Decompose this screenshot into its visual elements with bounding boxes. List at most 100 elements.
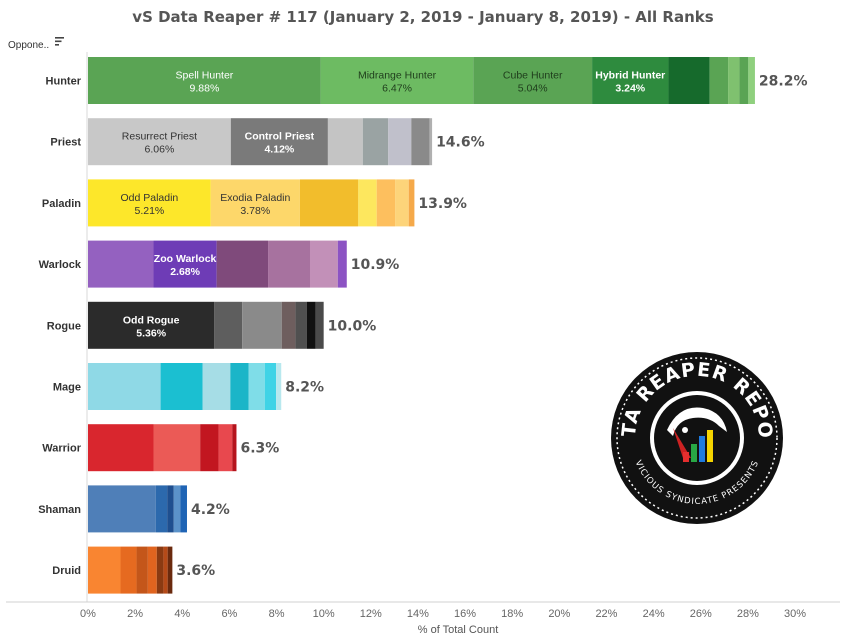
bar-segment-mage-5[interactable] bbox=[248, 363, 265, 410]
bar-segment-druid-7[interactable] bbox=[167, 546, 173, 594]
bar-segment-priest-1[interactable] bbox=[88, 118, 231, 166]
bar-segment-paladin-7[interactable] bbox=[408, 179, 415, 227]
bar-segment-paladin-1[interactable] bbox=[88, 179, 211, 227]
x-tick-label-11: 22% bbox=[595, 608, 617, 620]
bar-segment-shaman-1[interactable] bbox=[88, 485, 156, 533]
bar-row-warrior[interactable]: Warrior 6.3% bbox=[42, 424, 279, 472]
bar-segment-druid-6[interactable] bbox=[163, 546, 168, 594]
bar-segment-shaman-2[interactable] bbox=[155, 485, 168, 533]
bar-segment-warlock-1[interactable] bbox=[88, 240, 154, 288]
bar-segment-priest-5[interactable] bbox=[388, 118, 412, 166]
bar-segment-mage-2[interactable] bbox=[160, 363, 203, 410]
class-label-warlock: Warlock bbox=[39, 259, 82, 271]
segment-value-priest-1: 6.06% bbox=[145, 144, 175, 156]
bar-segment-rogue-3[interactable] bbox=[242, 301, 282, 349]
bar-segment-mage-3[interactable] bbox=[202, 363, 231, 410]
bar-segment-rogue-2[interactable] bbox=[214, 301, 243, 349]
bar-segment-priest-7[interactable] bbox=[429, 118, 433, 166]
segment-label-rogue-1: Odd Rogue bbox=[123, 314, 180, 326]
segment-label-priest-2: Control Priest bbox=[245, 131, 315, 143]
bar-segment-mage-6[interactable] bbox=[264, 363, 277, 410]
bar-segment-druid-5[interactable] bbox=[156, 546, 164, 594]
bar-row-mage[interactable]: Mage 8.2% bbox=[53, 363, 324, 410]
bar-segment-warrior-2[interactable] bbox=[153, 424, 201, 472]
bar-segment-paladin-3[interactable] bbox=[299, 179, 359, 227]
x-tick-label-2: 4% bbox=[174, 608, 190, 620]
bar-segment-rogue-7[interactable] bbox=[315, 301, 324, 349]
total-label-druid: 3.6% bbox=[176, 563, 215, 579]
bar-segment-warrior-4[interactable] bbox=[218, 424, 233, 472]
sort-icon[interactable] bbox=[55, 37, 64, 46]
bar-segment-mage-4[interactable] bbox=[230, 363, 249, 410]
bar-segment-warlock-5[interactable] bbox=[310, 240, 338, 288]
bar-segment-hunter-3[interactable] bbox=[473, 57, 593, 104]
bar-segment-warlock-3[interactable] bbox=[216, 240, 269, 288]
bar-segment-paladin-5[interactable] bbox=[376, 179, 396, 227]
bar-segment-hunter-2[interactable] bbox=[320, 57, 474, 104]
bar-segment-paladin-6[interactable] bbox=[395, 179, 409, 227]
bar-segment-hunter-9[interactable] bbox=[748, 57, 755, 104]
segment-value-hunter-2: 6.47% bbox=[382, 83, 412, 95]
segment-label-priest-1: Resurrect Priest bbox=[122, 131, 197, 143]
x-tick-label-6: 12% bbox=[360, 608, 382, 620]
class-label-hunter: Hunter bbox=[46, 76, 82, 88]
row-header[interactable]: Oppone.. bbox=[8, 37, 64, 51]
bar-segment-priest-4[interactable] bbox=[362, 118, 389, 166]
bar-segment-hunter-4[interactable] bbox=[592, 57, 669, 104]
bar-segment-rogue-4[interactable] bbox=[281, 301, 296, 349]
total-label-warrior: 6.3% bbox=[240, 441, 279, 457]
bar-segment-druid-1[interactable] bbox=[88, 546, 121, 594]
bar-segment-priest-2[interactable] bbox=[230, 118, 328, 166]
bar-segment-paladin-4[interactable] bbox=[358, 179, 377, 227]
row-header-label: Oppone.. bbox=[8, 40, 49, 51]
bar-segment-priest-3[interactable] bbox=[327, 118, 363, 166]
segment-label-paladin-1: Odd Paladin bbox=[120, 192, 178, 204]
bar-segment-hunter-5[interactable] bbox=[668, 57, 710, 104]
segment-label-hunter-1: Spell Hunter bbox=[176, 70, 234, 82]
bar-segment-shaman-3[interactable] bbox=[167, 485, 174, 533]
segment-label-hunter-2: Midrange Hunter bbox=[358, 70, 437, 82]
bar-segment-warrior-5[interactable] bbox=[232, 424, 237, 472]
segment-label-warlock-2: Zoo Warlock bbox=[154, 253, 217, 265]
bar-segment-warrior-3[interactable] bbox=[200, 424, 219, 472]
bar-segment-warrior-1[interactable] bbox=[88, 424, 154, 472]
bar-segment-rogue-5[interactable] bbox=[295, 301, 307, 349]
bar-segment-hunter-8[interactable] bbox=[739, 57, 749, 104]
x-tick-label-10: 20% bbox=[548, 608, 570, 620]
bar-segment-warlock-4[interactable] bbox=[268, 240, 310, 288]
bar-segment-hunter-6[interactable] bbox=[709, 57, 729, 104]
class-label-shaman: Shaman bbox=[38, 504, 81, 516]
bar-segment-warlock-6[interactable] bbox=[337, 240, 347, 288]
bar-segment-warlock-2[interactable] bbox=[153, 240, 217, 288]
bar-segment-druid-2[interactable] bbox=[120, 546, 137, 594]
total-label-mage: 8.2% bbox=[285, 380, 324, 396]
bar-segment-rogue-1[interactable] bbox=[88, 301, 215, 349]
segment-value-priest-2: 4.12% bbox=[264, 144, 294, 156]
bar-segment-shaman-5[interactable] bbox=[180, 485, 187, 533]
bar-segment-hunter-1[interactable] bbox=[88, 57, 321, 104]
x-tick-label-3: 6% bbox=[221, 608, 237, 620]
bar-segment-druid-4[interactable] bbox=[147, 546, 157, 594]
bar-segment-druid-3[interactable] bbox=[136, 546, 148, 594]
bar-segment-hunter-7[interactable] bbox=[728, 57, 740, 104]
x-tick-label-12: 24% bbox=[643, 608, 665, 620]
bar-segment-mage-1[interactable] bbox=[88, 363, 161, 410]
segment-value-rogue-1: 5.36% bbox=[136, 327, 166, 339]
bar-segment-shaman-4[interactable] bbox=[173, 485, 181, 533]
reaper-mascot-icon bbox=[667, 407, 727, 458]
class-label-warrior: Warrior bbox=[42, 443, 81, 455]
bar-row-shaman[interactable]: Shaman 4.2% bbox=[38, 485, 230, 533]
bar-row-druid[interactable]: Druid 3.6% bbox=[52, 546, 215, 594]
bar-segment-mage-7[interactable] bbox=[276, 363, 282, 410]
bar-segment-rogue-6[interactable] bbox=[306, 301, 316, 349]
bar-segment-priest-6[interactable] bbox=[411, 118, 430, 166]
bar-segment-paladin-2[interactable] bbox=[210, 179, 300, 227]
segment-value-hunter-4: 3.24% bbox=[615, 83, 645, 95]
